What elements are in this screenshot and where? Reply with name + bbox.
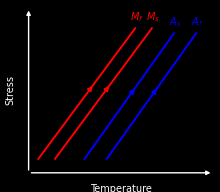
Text: Temperature: Temperature	[90, 184, 152, 192]
Text: $M_f$: $M_f$	[130, 10, 143, 24]
Text: $A_s$: $A_s$	[169, 15, 182, 29]
Text: $A_f$: $A_f$	[191, 15, 204, 29]
Text: Stress: Stress	[5, 75, 15, 105]
Text: $M_s$: $M_s$	[147, 10, 160, 24]
